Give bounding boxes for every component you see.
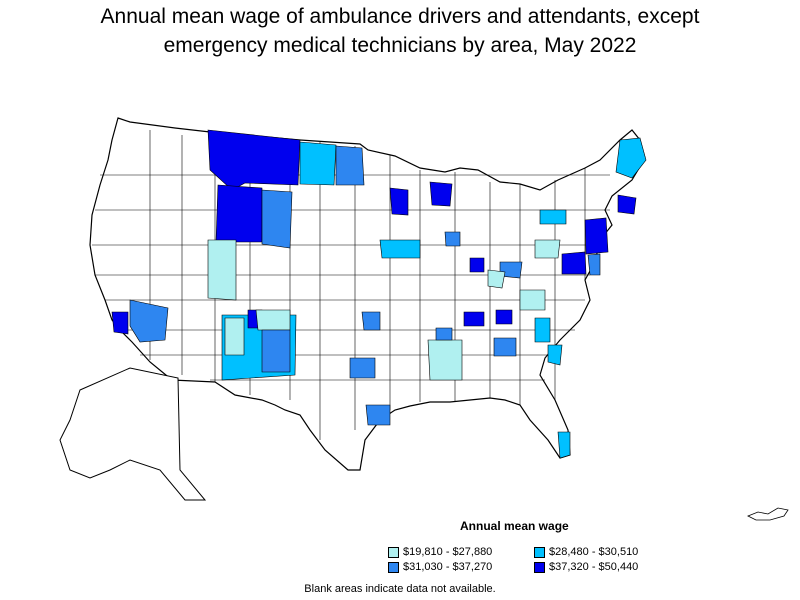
area-nc — [534, 317, 551, 343]
area-al — [435, 327, 453, 341]
area-nj — [587, 253, 601, 276]
area-ms — [427, 339, 463, 381]
area-maine — [615, 137, 647, 179]
area-in — [469, 257, 485, 273]
area-nd-east — [335, 145, 365, 186]
area-utah — [207, 239, 237, 301]
area-sc — [547, 344, 563, 366]
legend-label-2: $28,480 - $30,510 — [549, 546, 639, 558]
area-fl — [557, 431, 571, 459]
area-ga — [493, 337, 517, 357]
area-pa — [534, 239, 561, 259]
legend-item-2: $28,480 - $30,510 — [534, 546, 638, 558]
area-northeast-2 — [561, 251, 587, 275]
area-tn-2 — [495, 309, 513, 325]
blank-areas-note: Blank areas indicate data not available. — [304, 583, 496, 595]
wage-areas — [111, 129, 647, 459]
area-az — [129, 299, 169, 343]
area-mn — [389, 187, 409, 216]
area-mo — [361, 311, 381, 331]
area-wi — [429, 181, 453, 207]
area-wyoming-east — [261, 189, 293, 249]
legend-title: Annual mean wage — [460, 519, 569, 533]
map-title: Annual mean wage of ambulance drivers an… — [0, 2, 800, 60]
area-va — [519, 289, 546, 311]
area-montana — [207, 129, 301, 191]
area-il — [444, 231, 461, 247]
area-nm-2 — [224, 317, 245, 356]
alaska-outline — [59, 367, 207, 501]
area-co-2 — [255, 309, 291, 331]
map-title-line2: emergency medical technicians by area, M… — [163, 34, 637, 57]
area-ar — [349, 357, 376, 379]
area-ca — [111, 311, 129, 335]
area-northeast-1 — [584, 217, 609, 255]
legend-swatch-3 — [388, 561, 399, 573]
area-ky — [487, 269, 506, 289]
map-title-line1: Annual mean wage of ambulance drivers an… — [100, 5, 700, 28]
area-iowa — [379, 239, 421, 259]
legend-swatch-1 — [388, 546, 399, 558]
legend-label-4: $37,320 - $50,440 — [549, 561, 639, 573]
legend-swatch-4 — [534, 561, 545, 573]
area-tx — [365, 404, 391, 426]
area-wyoming — [215, 184, 263, 243]
legend-swatch-2 — [534, 546, 545, 558]
legend-label-3: $31,030 - $37,270 — [403, 561, 493, 573]
legend-label-1: $19,810 - $27,880 — [403, 546, 493, 558]
area-nm-3 — [261, 329, 291, 373]
legend-item-1: $19,810 - $27,880 — [388, 546, 492, 558]
legend-item-3: $31,030 - $37,270 — [388, 561, 492, 573]
area-tn-1 — [463, 311, 485, 327]
hawaii — [747, 507, 789, 521]
area-ma — [617, 194, 637, 215]
area-ny — [539, 209, 567, 225]
legend-item-4: $37,320 - $50,440 — [534, 561, 638, 573]
area-north-dakota — [299, 141, 337, 186]
